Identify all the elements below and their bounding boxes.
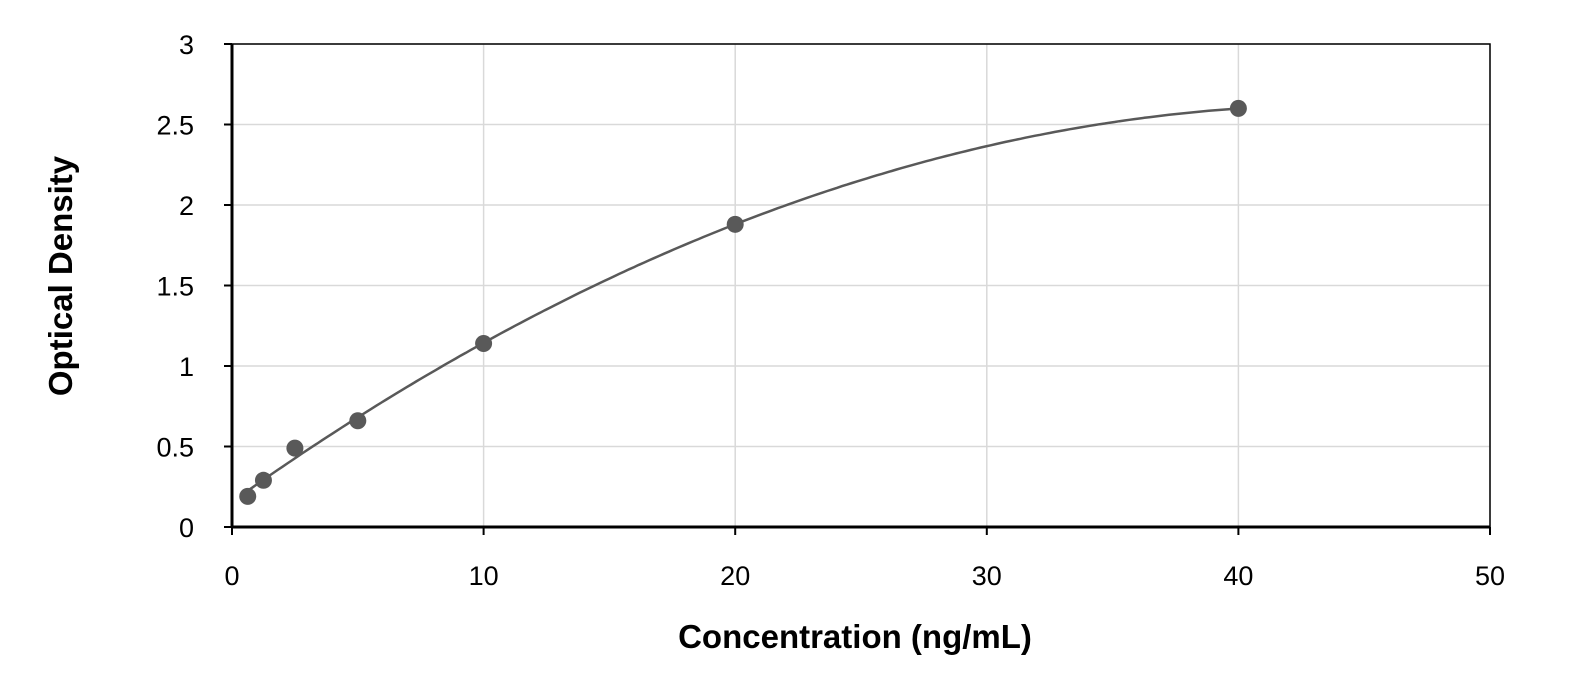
y-tick-label: 0.5	[156, 433, 194, 463]
x-tick-label: 40	[1223, 561, 1253, 591]
data-point	[726, 215, 744, 233]
y-tick-label: 1.5	[156, 272, 194, 302]
y-tick-label: 2.5	[156, 111, 194, 141]
x-axis-title: Concentration (ng/mL)	[678, 618, 1032, 655]
x-tick-label: 30	[972, 561, 1002, 591]
y-tick-label: 1	[179, 352, 194, 382]
data-point	[286, 439, 304, 457]
data-point	[475, 334, 493, 352]
y-tick-label: 0	[179, 513, 194, 543]
y-tick-label: 3	[179, 30, 194, 60]
x-tick-label: 0	[224, 561, 239, 591]
y-axis-title: Optical Density	[42, 155, 79, 396]
data-point	[349, 412, 367, 430]
x-tick-label: 20	[720, 561, 750, 591]
y-tick-label: 2	[179, 191, 194, 221]
data-point	[1229, 99, 1247, 117]
data-point	[239, 487, 257, 505]
data-point	[254, 471, 272, 489]
x-tick-label: 50	[1475, 561, 1505, 591]
x-tick-label: 10	[469, 561, 499, 591]
trendline	[246, 107, 1239, 492]
